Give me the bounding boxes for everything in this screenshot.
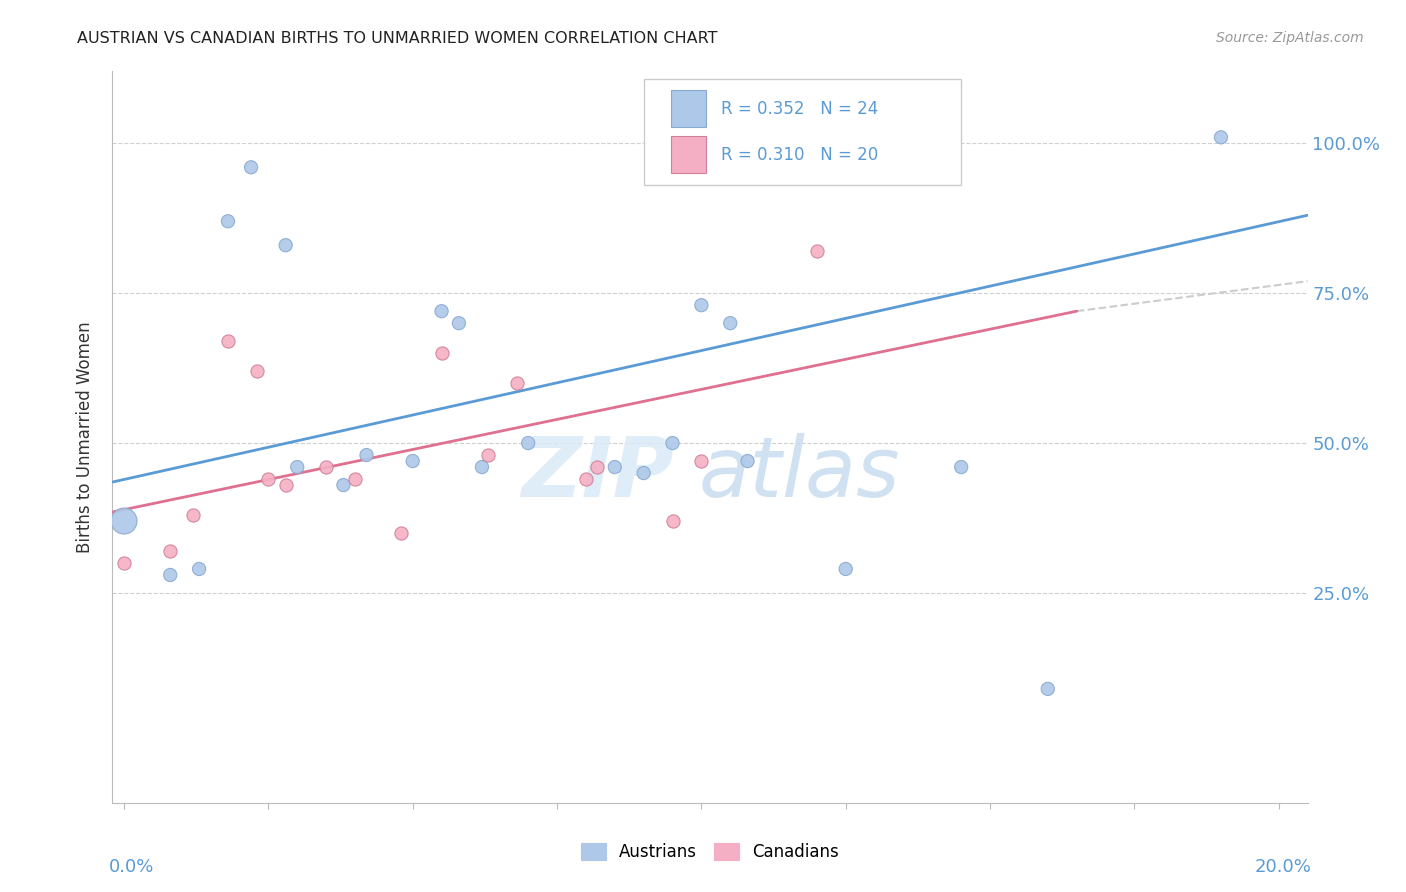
Point xyxy=(661,514,683,528)
Point xyxy=(471,460,494,475)
Point xyxy=(332,478,354,492)
Point xyxy=(633,466,655,480)
Text: atlas: atlas xyxy=(699,434,900,514)
Bar xyxy=(671,136,706,173)
Point xyxy=(257,472,280,486)
Point xyxy=(737,454,759,468)
Point xyxy=(274,478,297,492)
Point xyxy=(274,238,297,252)
Point xyxy=(1209,130,1232,145)
Point xyxy=(517,436,540,450)
Point xyxy=(477,448,499,462)
Point xyxy=(603,460,626,475)
Y-axis label: Births to Unmarried Women: Births to Unmarried Women xyxy=(76,321,94,553)
Point xyxy=(430,346,453,360)
Point xyxy=(505,376,527,391)
Point xyxy=(661,436,683,450)
Text: ZIP: ZIP xyxy=(522,434,675,514)
Point xyxy=(402,454,425,468)
Point xyxy=(690,298,713,312)
Point xyxy=(718,316,741,330)
Point xyxy=(690,454,713,468)
Point xyxy=(240,161,263,175)
Point xyxy=(188,562,211,576)
Point xyxy=(217,334,239,348)
Text: 0.0%: 0.0% xyxy=(108,858,155,876)
Point xyxy=(112,514,135,528)
Point xyxy=(430,304,453,318)
Text: AUSTRIAN VS CANADIAN BIRTHS TO UNMARRIED WOMEN CORRELATION CHART: AUSTRIAN VS CANADIAN BIRTHS TO UNMARRIED… xyxy=(77,31,718,46)
Point xyxy=(217,214,239,228)
FancyBboxPatch shape xyxy=(644,78,962,185)
Text: R = 0.310   N = 20: R = 0.310 N = 20 xyxy=(721,145,877,163)
Text: 20.0%: 20.0% xyxy=(1254,858,1312,876)
Point xyxy=(159,544,181,558)
Point xyxy=(112,556,135,570)
Point xyxy=(575,472,598,486)
Point xyxy=(159,568,181,582)
Point xyxy=(356,448,378,462)
Point xyxy=(315,460,337,475)
Legend: Austrians, Canadians: Austrians, Canadians xyxy=(574,836,846,868)
Point xyxy=(181,508,204,522)
Text: R = 0.352   N = 24: R = 0.352 N = 24 xyxy=(721,100,877,118)
Point xyxy=(586,460,609,475)
Point xyxy=(950,460,973,475)
Bar xyxy=(671,90,706,128)
Text: Source: ZipAtlas.com: Source: ZipAtlas.com xyxy=(1216,31,1364,45)
Point xyxy=(1036,681,1059,696)
Point xyxy=(806,244,828,259)
Point xyxy=(285,460,308,475)
Point xyxy=(834,562,856,576)
Point xyxy=(246,364,269,378)
Point xyxy=(343,472,366,486)
Point xyxy=(389,526,412,541)
Point xyxy=(447,316,470,330)
